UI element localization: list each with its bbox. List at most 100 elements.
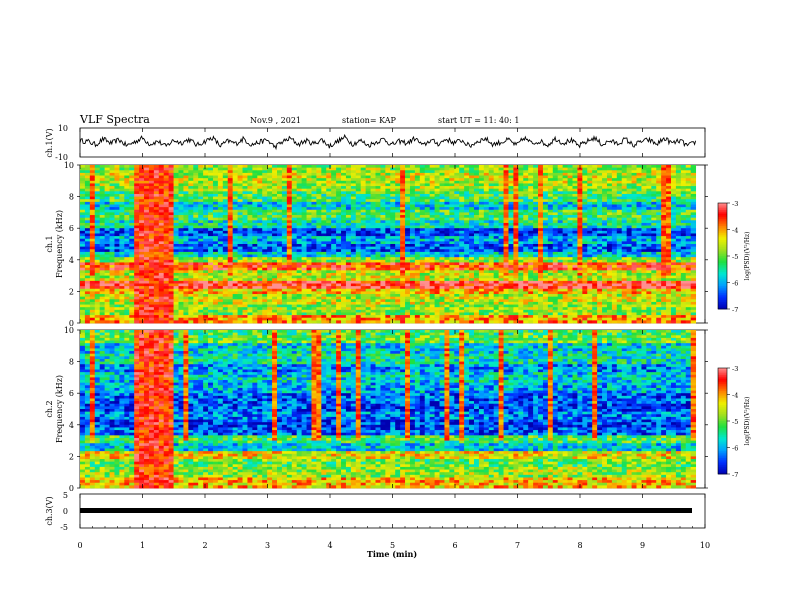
spectrogram-cell: [198, 317, 204, 321]
spectrogram-cell: [405, 241, 411, 245]
spectrogram-cell: [163, 254, 170, 258]
spectrogram-cell: [291, 270, 298, 274]
spectrogram-cell: [203, 180, 209, 184]
spectrogram-cell: [99, 165, 106, 169]
spectrogram-cell: [262, 186, 268, 190]
spectrogram-cell: [80, 275, 86, 279]
spectrogram-cell: [414, 291, 421, 295]
spectrogram-cell: [148, 222, 155, 226]
spectrogram-cell: [316, 236, 322, 240]
spectrogram-cell: [350, 241, 357, 245]
spectrogram-cell: [419, 307, 426, 311]
spectrogram-cell: [252, 196, 258, 200]
spectrogram-cell: [252, 201, 258, 205]
spectrogram-cell: [163, 241, 170, 245]
spectrogram-cell: [119, 178, 125, 182]
spectrogram-cell: [478, 257, 485, 261]
spectrogram-cell: [163, 283, 170, 287]
spectrogram-cell: [277, 228, 283, 232]
spectrogram-cell: [301, 196, 307, 200]
spectrogram-cell: [119, 307, 125, 311]
spectrogram-cell: [193, 304, 199, 308]
spectrogram-cell: [227, 262, 234, 266]
spectrogram-cell: [375, 294, 381, 298]
spectrogram-cell: [237, 220, 243, 224]
spectrogram-cell: [370, 230, 376, 234]
spectrogram-cell: [262, 315, 268, 319]
spectrogram-cell: [326, 209, 332, 213]
spectrogram-cell: [345, 191, 352, 195]
spectrogram-cell: [306, 262, 312, 266]
spectrogram-cell: [434, 212, 440, 216]
spectrogram-cell: [217, 238, 224, 242]
spectrogram-cell: [385, 286, 391, 290]
spectrogram-cell: [129, 249, 135, 253]
spectrogram-cell: [198, 167, 204, 171]
spectrogram-cell: [247, 296, 253, 300]
spectrogram-cell: [144, 254, 150, 258]
spectrogram-cell: [222, 315, 229, 319]
spectrogram-cell: [311, 188, 317, 192]
spectrogram-cell: [469, 309, 475, 313]
spectrogram-cell: [222, 220, 229, 224]
spectrogram-cell: [296, 233, 303, 237]
spectrogram-cell: [405, 267, 411, 271]
spectrogram-cell: [252, 238, 258, 242]
spectrogram-cell: [89, 291, 96, 295]
spectrogram-cell: [281, 178, 288, 182]
spectrogram-cell: [277, 275, 283, 279]
spectrogram-cell: [247, 236, 253, 240]
spectrogram-cell: [449, 301, 455, 305]
spectrogram-cell: [405, 170, 411, 174]
spectrogram-cell: [469, 236, 475, 240]
spectrogram-cell: [355, 304, 362, 308]
spectrogram-cell: [306, 191, 312, 195]
spectrogram-cell: [341, 175, 347, 179]
spectrogram-cell: [286, 170, 293, 174]
spectrogram-cell: [296, 283, 303, 287]
spectrogram-cell: [400, 188, 406, 192]
spectrogram-cell: [277, 209, 283, 213]
spectrogram-cell: [296, 191, 303, 195]
spectrogram-cell: [104, 251, 110, 255]
spectrogram-cell: [390, 183, 396, 187]
spectrogram-cell: [232, 317, 238, 321]
spectrogram-cell: [306, 186, 312, 190]
spectrogram-cell: [429, 288, 436, 292]
spectrogram-cell: [84, 212, 91, 216]
spectrogram-cell: [419, 296, 426, 300]
spectrogram-cell: [104, 244, 110, 248]
spectrogram-cell: [114, 294, 120, 298]
spectrogram-cell: [449, 278, 455, 282]
spectrogram-cell: [119, 251, 125, 255]
spectrogram-cell: [203, 299, 209, 303]
spectrogram-cell: [267, 228, 273, 232]
spectrogram-cell: [109, 309, 115, 313]
spectrogram-cell: [306, 228, 312, 232]
spectrogram-cell: [419, 251, 426, 255]
spectrogram-cell: [424, 291, 431, 295]
spectrogram-cell: [183, 167, 189, 171]
spectrogram-cell: [370, 257, 376, 261]
spectrogram-cell: [301, 294, 307, 298]
spectrogram-cell: [148, 207, 155, 211]
spectrogram-cell: [370, 301, 376, 305]
spectrogram-cell: [483, 257, 490, 261]
spectrogram-cell: [400, 246, 406, 250]
spectrogram-cell: [444, 291, 450, 295]
spectrogram-cell: [429, 259, 436, 263]
spectrogram-cell: [272, 241, 278, 245]
spectrogram-cell: [173, 259, 179, 263]
spectrogram-cell: [400, 265, 406, 269]
spectrogram-cell: [400, 165, 406, 169]
spectrogram-cell: [331, 254, 337, 258]
spectrogram-cell: [168, 320, 174, 324]
spectrogram-cell: [380, 257, 386, 261]
spectrogram-cell: [355, 183, 362, 187]
spectrogram-cell: [109, 170, 115, 174]
spectrogram-cell: [203, 191, 209, 195]
spectrogram-cell: [360, 249, 367, 253]
spectrogram-cell: [119, 191, 125, 195]
spectrogram-cell: [173, 233, 179, 237]
spectrogram-cell: [252, 212, 258, 216]
